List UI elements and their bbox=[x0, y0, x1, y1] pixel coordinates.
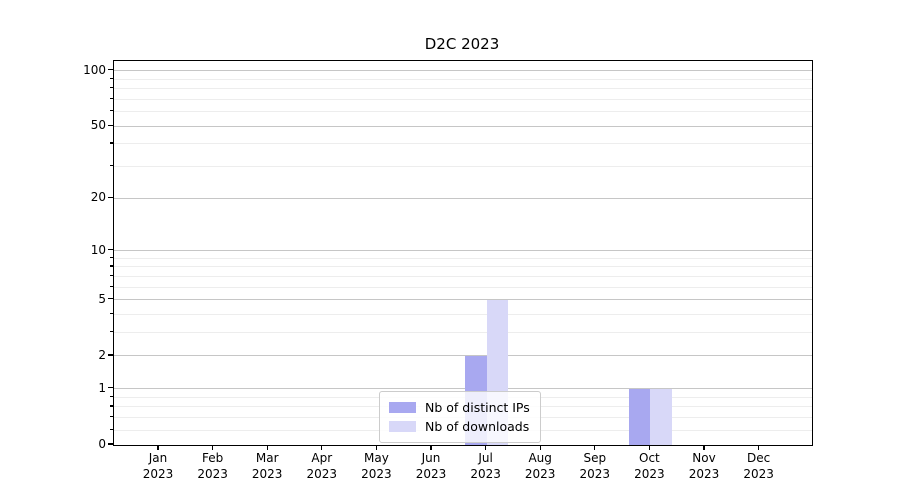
legend-label-downloads: Nb of downloads bbox=[425, 419, 530, 434]
legend-label-distinct-ips: Nb of distinct IPs bbox=[425, 400, 530, 415]
y-gridline-minor bbox=[114, 286, 812, 288]
x-tick-mark bbox=[375, 445, 378, 450]
x-tick-mark bbox=[703, 445, 705, 450]
y-gridline-major bbox=[114, 70, 812, 72]
x-tick-mark bbox=[484, 445, 487, 450]
x-tick-mark bbox=[211, 445, 214, 450]
y-tick-label: 0 bbox=[98, 437, 106, 451]
x-tick-label: Sep 2023 bbox=[579, 451, 611, 481]
x-tick-mark bbox=[757, 445, 760, 450]
y-tick-mark bbox=[108, 443, 113, 445]
y-minor-tick-mark bbox=[110, 274, 113, 277]
y-tick-mark bbox=[108, 69, 113, 71]
y-gridline-minor bbox=[114, 78, 812, 80]
y-minor-tick-mark bbox=[110, 416, 113, 418]
y-minor-tick-mark bbox=[110, 405, 113, 407]
legend-swatch-distinct-ips bbox=[389, 402, 416, 413]
y-tick-label: 5 bbox=[98, 291, 106, 306]
y-tick-mark bbox=[108, 196, 113, 198]
x-tick-mark bbox=[321, 445, 323, 450]
y-tick-label: 2 bbox=[98, 347, 106, 362]
y-tick-label: 10 bbox=[90, 242, 106, 257]
y-gridline-major bbox=[114, 388, 812, 390]
y-gridline-minor bbox=[114, 314, 812, 315]
y-minor-tick-mark bbox=[110, 285, 113, 287]
y-minor-tick-mark bbox=[110, 97, 113, 100]
x-tick-mark bbox=[539, 445, 541, 450]
y-gridline-minor bbox=[114, 275, 812, 277]
y-tick-mark bbox=[108, 124, 113, 126]
y-gridline-minor bbox=[114, 166, 812, 168]
x-tick-label: Feb 2023 bbox=[197, 451, 228, 481]
legend-entry-downloads: Nb of downloads bbox=[389, 417, 530, 436]
y-gridline-major bbox=[114, 299, 812, 301]
y-minor-tick-mark bbox=[110, 395, 113, 397]
chart-title: D2C 2023 bbox=[424, 35, 500, 53]
plot-area: Nb of distinct IPs Nb of downloads bbox=[113, 60, 813, 446]
x-tick-label: Aug 2023 bbox=[524, 451, 556, 481]
y-gridline-major bbox=[114, 125, 812, 127]
y-gridline-minor bbox=[114, 143, 812, 145]
bar-downloads bbox=[650, 388, 673, 445]
y-minor-tick-mark bbox=[110, 330, 113, 333]
legend-entry-distinct-ips: Nb of distinct IPs bbox=[389, 398, 530, 417]
y-tick-mark bbox=[108, 354, 113, 356]
x-tick-mark bbox=[266, 445, 268, 450]
y-gridline-minor bbox=[114, 111, 812, 113]
bar-distinct-ips bbox=[628, 388, 651, 445]
y-gridline-minor bbox=[114, 88, 812, 90]
y-gridline-minor bbox=[114, 266, 812, 268]
y-minor-tick-mark bbox=[110, 164, 113, 167]
y-minor-tick-mark bbox=[110, 265, 113, 267]
x-tick-mark bbox=[157, 445, 159, 450]
legend-swatch-downloads bbox=[389, 421, 416, 432]
y-tick-mark bbox=[108, 248, 113, 251]
x-tick-label: Oct 2023 bbox=[634, 451, 665, 481]
legend: Nb of distinct IPs Nb of downloads bbox=[379, 391, 541, 443]
x-tick-mark bbox=[430, 445, 432, 450]
y-minor-tick-mark bbox=[110, 142, 113, 144]
y-minor-tick-mark bbox=[110, 87, 113, 89]
y-tick-label: 20 bbox=[90, 190, 106, 205]
y-gridline-minor bbox=[114, 257, 812, 259]
x-tick-label: Jun 2023 bbox=[415, 451, 447, 481]
y-minor-tick-mark bbox=[110, 428, 113, 430]
y-gridline-major bbox=[114, 250, 812, 252]
x-tick-mark bbox=[594, 445, 596, 450]
x-tick-label: Jan 2023 bbox=[142, 451, 174, 481]
y-minor-tick-mark bbox=[110, 77, 113, 79]
y-tick-mark bbox=[108, 387, 113, 389]
y-gridline-major bbox=[114, 197, 812, 199]
x-tick-mark bbox=[648, 445, 651, 450]
x-tick-label: Dec 2023 bbox=[743, 451, 774, 481]
y-gridline-major bbox=[114, 355, 812, 357]
y-gridline-minor bbox=[114, 98, 812, 100]
y-tick-mark bbox=[108, 298, 113, 300]
y-gridline-minor bbox=[114, 332, 812, 334]
x-tick-label: Nov 2023 bbox=[688, 451, 720, 481]
x-tick-label: Jul 2023 bbox=[470, 451, 501, 481]
x-tick-label: Apr 2023 bbox=[306, 451, 338, 481]
y-tick-label: 1 bbox=[98, 380, 106, 395]
y-tick-label: 100 bbox=[83, 62, 106, 77]
y-minor-tick-mark bbox=[110, 110, 113, 112]
x-tick-label: May 2023 bbox=[361, 451, 392, 481]
y-tick-label: 50 bbox=[90, 118, 106, 133]
y-minor-tick-mark bbox=[110, 312, 113, 315]
x-tick-label: Mar 2023 bbox=[251, 451, 283, 481]
y-minor-tick-mark bbox=[110, 256, 113, 258]
bars-layer bbox=[114, 61, 812, 445]
